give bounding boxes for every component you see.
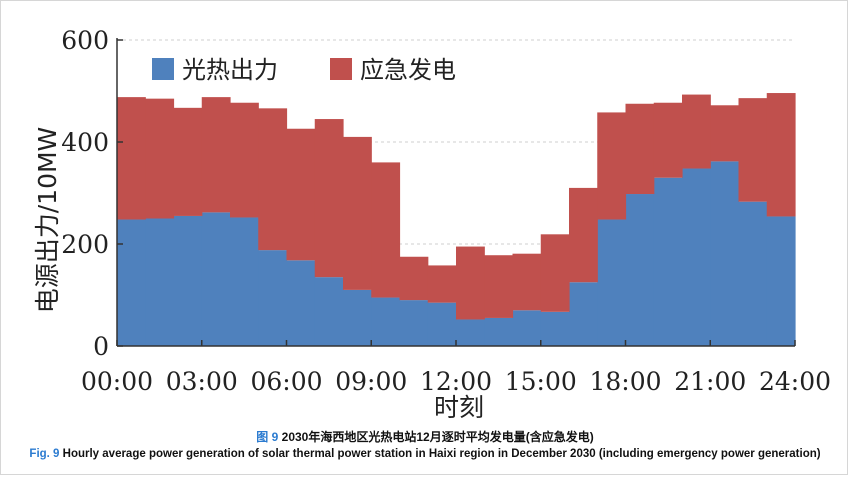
caption-zh-fig-number: 图 9 — [256, 430, 279, 444]
y-tick-label-400: 400 — [61, 128, 109, 157]
x-tick-label-0600: 06:00 — [250, 367, 322, 396]
axes — [116, 38, 796, 347]
bar-solar-thermal-h0 — [117, 219, 146, 346]
bar-solar-thermal-h1 — [145, 218, 175, 346]
bar-solar-thermal-h9 — [371, 297, 401, 346]
bar-emergency-h11 — [427, 265, 457, 303]
bar-solar-thermal-h7 — [314, 277, 344, 346]
bar-solar-thermal-h4 — [230, 217, 259, 346]
bar-solar-thermal-h18 — [625, 194, 655, 346]
legend-swatch-solar-thermal — [152, 58, 174, 80]
bar-emergency-h6 — [286, 128, 316, 261]
bar-emergency-h15 — [540, 234, 570, 312]
bar-solar-thermal-h6 — [286, 260, 316, 346]
bar-solar-thermal-h19 — [653, 177, 683, 346]
bar-solar-thermal-h12 — [456, 319, 485, 346]
bar-emergency-h13 — [484, 255, 514, 318]
bar-solar-thermal-h21 — [710, 161, 740, 346]
bar-solar-thermal-h5 — [258, 250, 288, 346]
bar-solar-thermal-h20 — [682, 168, 711, 346]
caption-chinese: 图 9 2030年海西地区光热电站12月逐时平均发电量(含应急发电) — [0, 428, 850, 445]
bar-emergency-h8 — [343, 136, 372, 290]
tick-labels: 0 200 400 600 00:00 03:00 06:00 09:00 12:00 15:00… — [61, 26, 831, 396]
bar-solar-thermal-h2 — [173, 215, 203, 346]
y-tick-label-0: 0 — [93, 332, 109, 361]
bar-emergency-h22 — [738, 98, 768, 202]
bar-solar-thermal-h11 — [427, 302, 457, 346]
x-tick-label-0300: 03:00 — [166, 367, 238, 396]
bar-solar-thermal-h14 — [512, 310, 542, 346]
caption-zh-text: 2030年海西地区光热电站12月逐时平均发电量(含应急发电) — [281, 430, 594, 444]
legend-label-solar-thermal: 光热出力 — [182, 56, 278, 84]
bar-emergency-h10 — [399, 256, 429, 301]
caption-en-text: Hourly average power generation of solar… — [62, 448, 821, 460]
x-tick-label-0000: 00:00 — [81, 367, 153, 396]
y-tick-label-200: 200 — [61, 230, 109, 259]
bar-solar-thermal-h15 — [540, 311, 570, 346]
bar-emergency-h18 — [625, 103, 655, 195]
bar-solar-thermal-h10 — [399, 300, 429, 346]
y-tick-label-600: 600 — [61, 26, 109, 55]
bar-emergency-h3 — [201, 97, 231, 213]
bar-solar-thermal-h23 — [766, 216, 796, 346]
y-axis-title: 电源出力/10MW — [33, 127, 62, 314]
bar-emergency-h2 — [173, 107, 203, 216]
bar-solar-thermal-h16 — [569, 282, 598, 346]
bar-emergency-h17 — [597, 112, 627, 220]
bar-emergency-h21 — [710, 105, 740, 162]
bar-solar-thermal-h13 — [484, 317, 514, 346]
legend: 光热出力 应急发电 — [152, 56, 456, 84]
caption-en-fig-number: Fig. 9 — [29, 448, 60, 460]
x-tick-label-2400: 24:00 — [759, 367, 831, 396]
bar-emergency-h9 — [371, 162, 401, 298]
x-tick-label-1800: 18:00 — [589, 367, 661, 396]
x-tick-label-1500: 15:00 — [505, 367, 577, 396]
bar-solar-thermal-h22 — [738, 201, 768, 346]
bar-emergency-h14 — [512, 253, 542, 311]
bars — [117, 93, 796, 346]
bar-emergency-h23 — [766, 93, 796, 217]
x-tick-label-0900: 09:00 — [335, 367, 407, 396]
x-tick-label-2100: 21:00 — [674, 367, 746, 396]
x-tick-label-1200: 12:00 — [420, 367, 492, 396]
legend-swatch-emergency — [330, 58, 352, 80]
bar-emergency-h4 — [230, 102, 259, 218]
bar-emergency-h12 — [456, 246, 485, 320]
bar-emergency-h1 — [145, 98, 175, 219]
bar-emergency-h19 — [653, 102, 683, 178]
bar-solar-thermal-h3 — [201, 212, 231, 346]
x-axis-title: 时刻 — [434, 393, 484, 422]
bar-emergency-h5 — [258, 108, 288, 251]
bar-emergency-h0 — [117, 97, 146, 220]
bar-emergency-h16 — [569, 187, 598, 283]
stacked-bar-chart: 0 200 400 600 00:00 03:00 06:00 09:00 12:00 15:00… — [33, 26, 831, 422]
bar-emergency-h7 — [314, 119, 344, 278]
legend-label-emergency: 应急发电 — [360, 56, 456, 84]
bar-solar-thermal-h8 — [343, 289, 372, 346]
bar-emergency-h20 — [682, 94, 711, 169]
bar-solar-thermal-h17 — [597, 219, 627, 346]
caption-english: Fig. 9 Hourly average power generation o… — [0, 448, 850, 460]
